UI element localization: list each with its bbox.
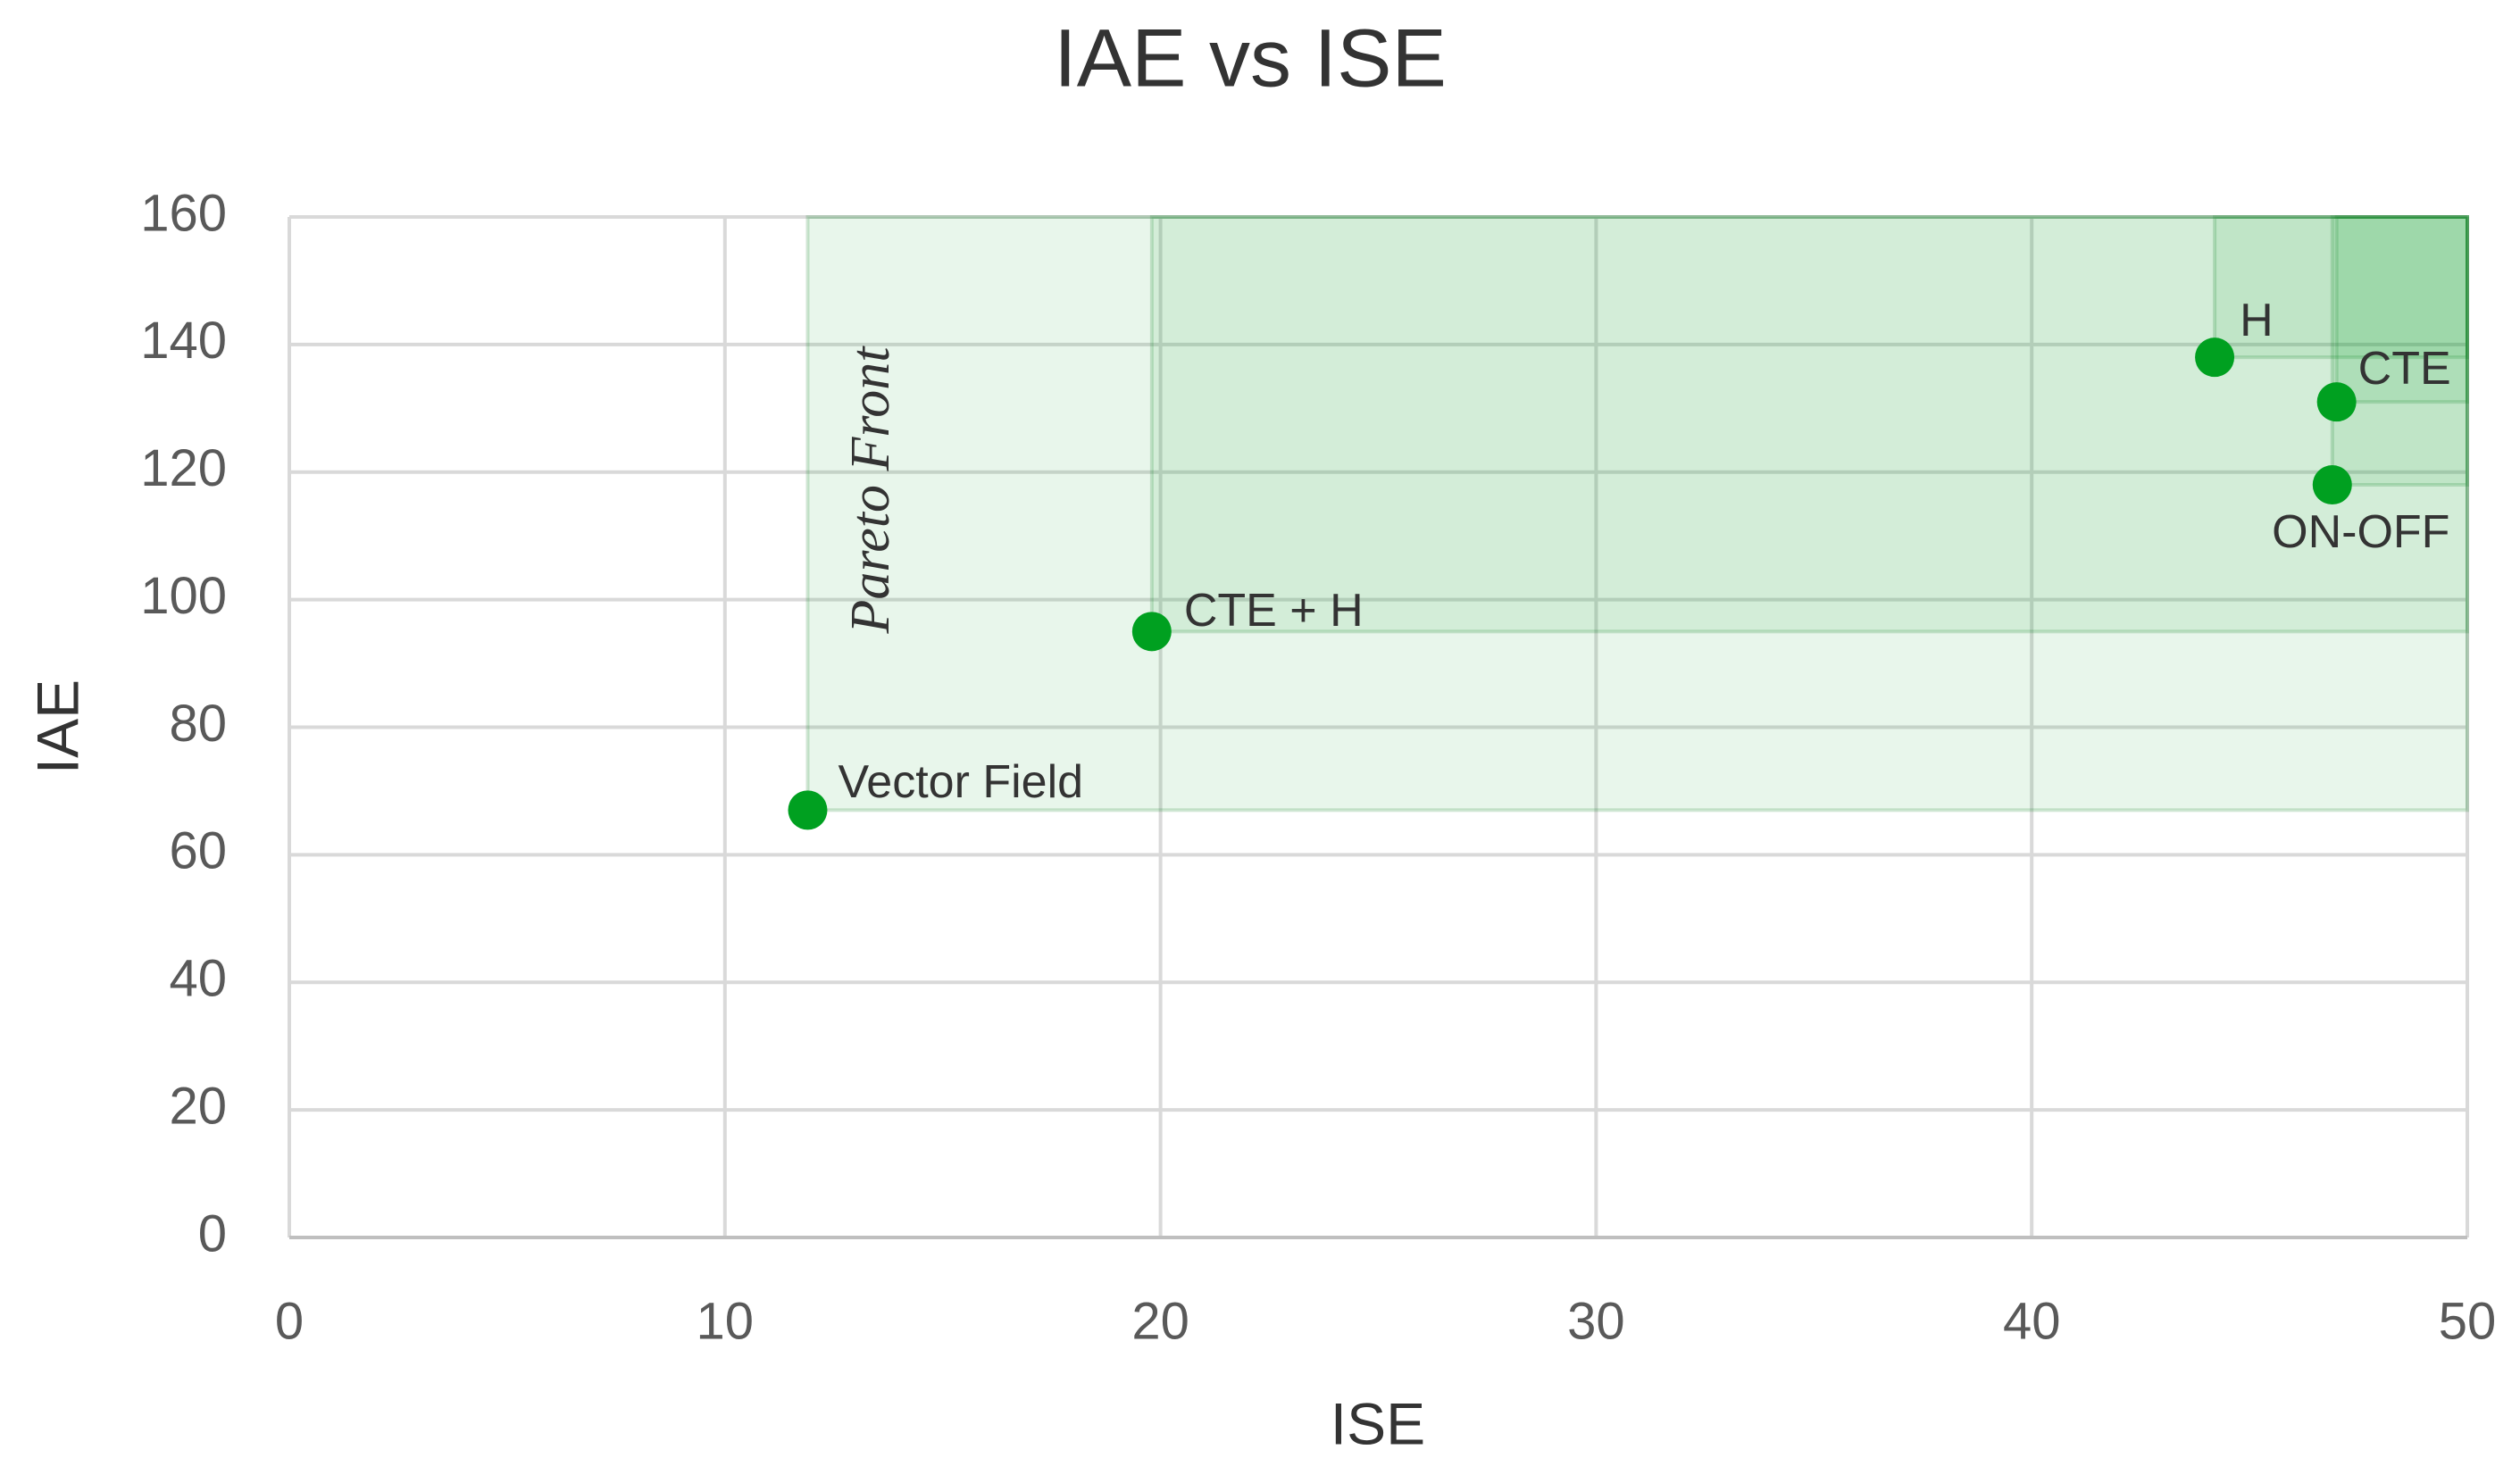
y-tick-label: 20 [169, 1077, 227, 1135]
x-tick-label: 50 [2439, 1292, 2497, 1350]
point [2312, 465, 2352, 505]
pareto-region [2330, 215, 2469, 487]
x-axis-label: ISE [1331, 1390, 1425, 1456]
x-tick-label: 20 [1131, 1292, 1189, 1350]
y-tick-label: 120 [140, 439, 227, 497]
point-label: CTE [2358, 343, 2451, 395]
point [2316, 382, 2357, 422]
y-tick-label: 0 [198, 1204, 227, 1262]
y-axis-label: IAE [24, 679, 90, 774]
point-label: H [2240, 295, 2274, 346]
y-tick-label: 40 [169, 950, 227, 1008]
point [1131, 612, 1172, 652]
y-tick-label: 60 [169, 822, 227, 880]
x-tick-label: 30 [1567, 1292, 1625, 1350]
point [2195, 337, 2235, 378]
x-tick-label: 0 [275, 1292, 304, 1350]
point [788, 790, 828, 830]
pareto-region [1149, 215, 2469, 634]
x-tick-label: 10 [697, 1292, 755, 1350]
pareto-region [2334, 215, 2469, 404]
y-tick-label: 100 [140, 567, 227, 625]
annotation: Pareto Front [840, 346, 901, 635]
point-label: ON-OFF [2272, 506, 2449, 558]
y-tick-label: 80 [169, 695, 227, 753]
point-label: Vector Field [838, 756, 1083, 808]
y-tick-label: 160 [140, 184, 227, 242]
x-tick-label: 40 [2003, 1292, 2061, 1350]
pareto-region [805, 215, 2469, 812]
pareto-region [2213, 215, 2469, 360]
chart-title: IAE vs ISE [1054, 12, 1447, 104]
y-tick-label: 140 [140, 312, 227, 370]
point-label: CTE + H [1184, 585, 1364, 637]
